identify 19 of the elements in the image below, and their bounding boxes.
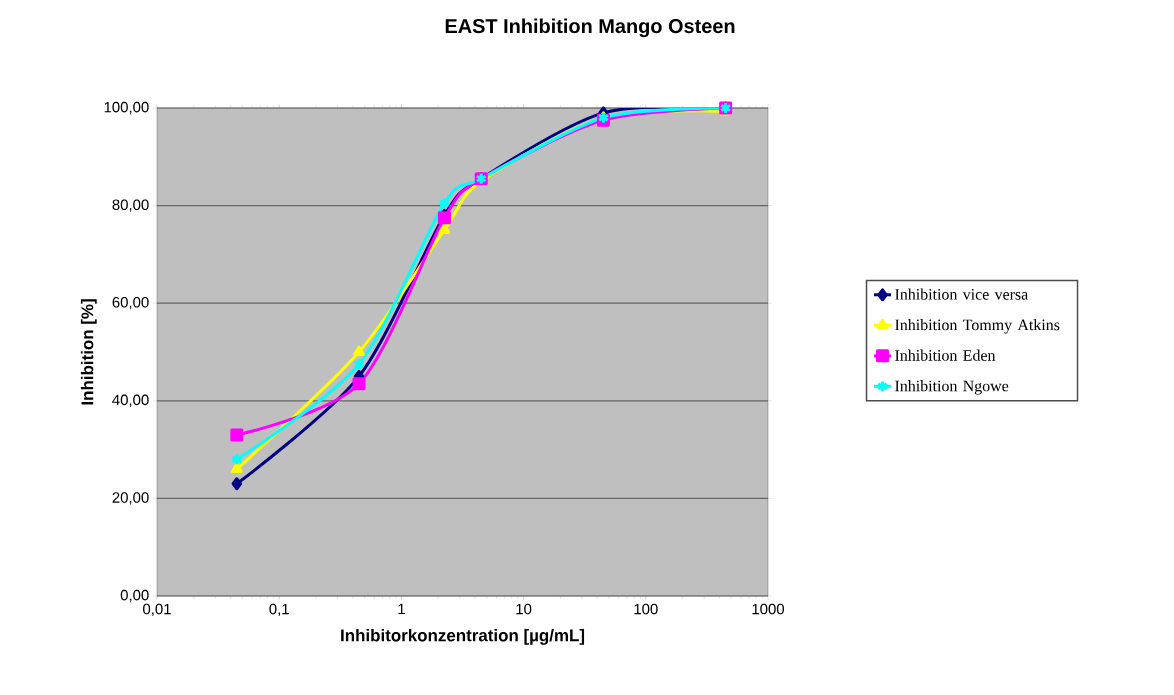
y-tick-label: 60,00: [112, 297, 149, 310]
y-tick-label: 0,00: [120, 589, 149, 603]
legend-label: Inhibition vice versa: [895, 288, 1028, 300]
y-tick-label: 100,00: [104, 101, 149, 115]
y-tick-label: 80,00: [112, 199, 149, 212]
x-tick-label: 1: [398, 603, 405, 615]
chart-title: EAST Inhibition Mango Osteen: [445, 18, 735, 38]
x-tick-label: 10: [516, 603, 532, 615]
x-tick-label: 100: [634, 603, 658, 615]
x-tick-label: 0,01: [143, 603, 171, 617]
y-tick-label: 40,00: [112, 394, 149, 407]
y-tick-label: 20,00: [112, 492, 149, 505]
legend-label: Inhibition Ngowe: [895, 380, 1009, 395]
x-tick-label: 1000: [752, 603, 785, 615]
legend-label: Inhibition Tommy Atkins: [895, 319, 1060, 334]
legend-label: Inhibition Eden: [895, 349, 996, 361]
x-tick-label: 0,1: [269, 603, 289, 617]
x-axis-title: Inhibitorkonzentration [µg/mL]: [341, 628, 585, 645]
y-axis-title: Inhibition [%]: [80, 299, 97, 405]
